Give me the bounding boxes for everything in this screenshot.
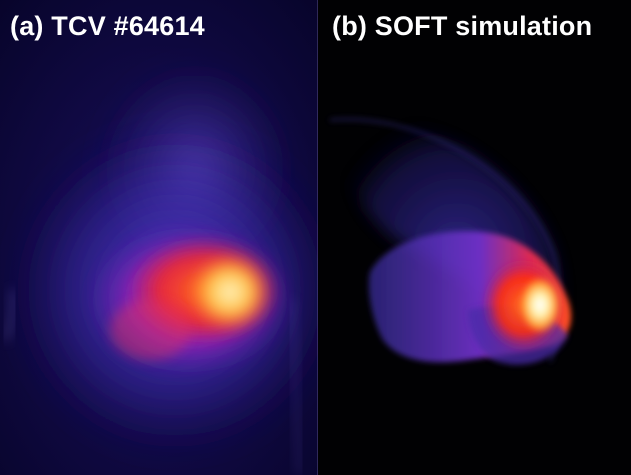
panel-b-label: (b) SOFT simulation [332,11,593,41]
soft-simulation-image [318,0,631,475]
panel-divider [317,0,318,475]
panel-a-label: (a) TCV #64614 [10,11,205,41]
panel-a-tcv-image: (a) TCV #64614 [0,0,318,475]
panel-b-soft-simulation: (b) SOFT simulation [318,0,631,475]
tcv-camera-image [0,0,318,475]
